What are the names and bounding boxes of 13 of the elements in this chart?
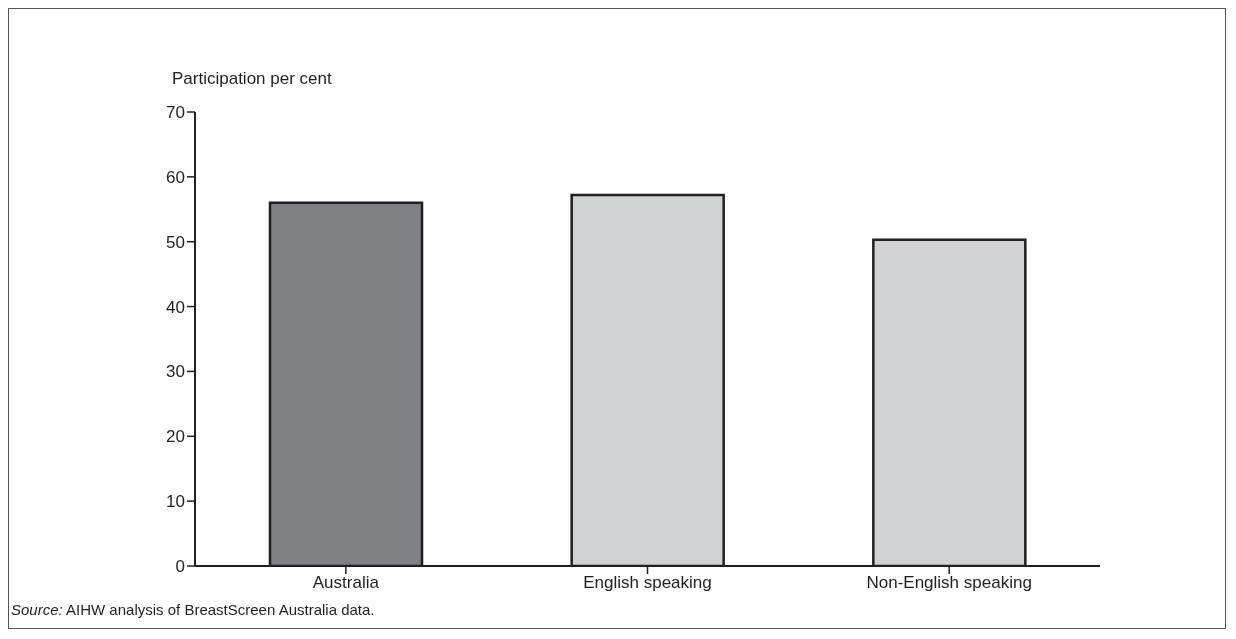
y-tick-label: 10 [166, 492, 185, 512]
x-tick-label: Non-English speaking [866, 573, 1032, 593]
x-tick-label: English speaking [583, 573, 712, 593]
y-tick-label: 40 [166, 297, 185, 317]
y-tick-label: 70 [166, 103, 185, 123]
y-tick-label: 60 [166, 167, 185, 187]
y-tick-label: 50 [166, 232, 185, 252]
y-tick-label: 30 [166, 362, 185, 382]
y-axis-title: Participation per cent [172, 69, 332, 89]
y-tick-label: 20 [166, 427, 185, 447]
x-tick-label: Australia [312, 573, 380, 593]
source-note: Source: AIHW analysis of BreastScreen Australia data. [11, 601, 375, 618]
y-tick-label: 0 [175, 557, 185, 577]
